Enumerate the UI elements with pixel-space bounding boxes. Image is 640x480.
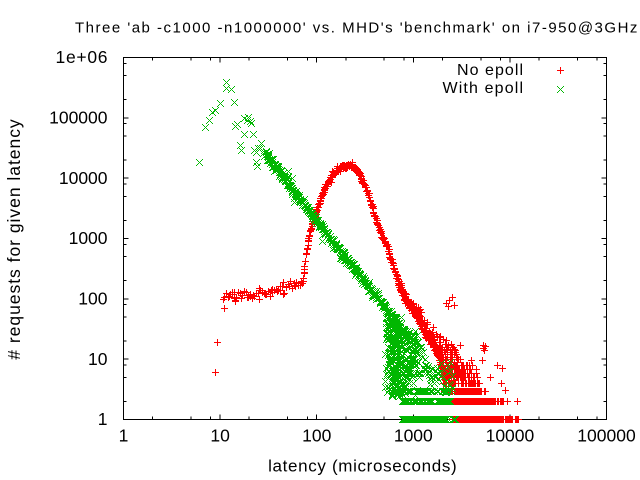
svg-text:1: 1: [98, 409, 108, 429]
svg-text:Three 'ab -c1000 -n1000000' vs: Three 'ab -c1000 -n1000000' vs. MHD's 'b…: [75, 19, 637, 36]
svg-text:1: 1: [119, 426, 129, 446]
svg-text:10: 10: [88, 349, 108, 369]
svg-text:With epoll: With epoll: [443, 80, 524, 97]
svg-text:100000: 100000: [577, 426, 636, 446]
svg-text:latency (microseconds): latency (microseconds): [268, 456, 457, 475]
svg-text:100000: 100000: [49, 108, 108, 128]
svg-text:1e+06: 1e+06: [56, 47, 108, 67]
svg-text:100: 100: [78, 289, 107, 309]
svg-text:No epoll: No epoll: [457, 62, 523, 79]
svg-text:# requests for given latency: # requests for given latency: [4, 119, 24, 360]
svg-text:10000: 10000: [59, 168, 108, 188]
svg-text:10000: 10000: [486, 426, 535, 446]
svg-text:1000: 1000: [394, 426, 433, 446]
svg-text:100: 100: [302, 426, 331, 446]
svg-text:1000: 1000: [69, 228, 108, 248]
svg-text:10: 10: [210, 426, 230, 446]
